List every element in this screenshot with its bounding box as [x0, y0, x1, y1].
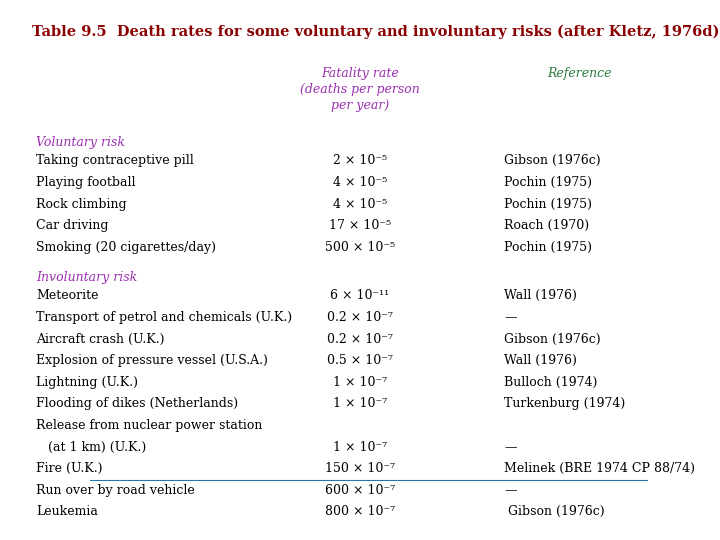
Text: 4 × 10⁻⁵: 4 × 10⁻⁵ — [333, 176, 387, 189]
Text: 1 × 10⁻⁷: 1 × 10⁻⁷ — [333, 441, 387, 454]
Text: 17 × 10⁻⁵: 17 × 10⁻⁵ — [329, 219, 391, 232]
Text: Car driving: Car driving — [36, 219, 109, 232]
Text: Run over by road vehicle: Run over by road vehicle — [36, 484, 194, 497]
Text: Gibson (1976c): Gibson (1976c) — [504, 505, 605, 518]
Text: Pochin (1975): Pochin (1975) — [504, 241, 592, 254]
Text: 2 × 10⁻⁵: 2 × 10⁻⁵ — [333, 154, 387, 167]
Text: Aircraft crash (U.K.): Aircraft crash (U.K.) — [36, 333, 164, 346]
Text: Fire (U.K.): Fire (U.K.) — [36, 462, 102, 475]
Text: 6 × 10⁻¹¹: 6 × 10⁻¹¹ — [330, 289, 390, 302]
Text: 1 × 10⁻⁷: 1 × 10⁻⁷ — [333, 397, 387, 410]
Text: Rock climbing: Rock climbing — [36, 198, 127, 211]
Text: —: — — [504, 484, 516, 497]
Text: Smoking (20 cigarettes/day): Smoking (20 cigarettes/day) — [36, 241, 216, 254]
Text: Wall (1976): Wall (1976) — [504, 354, 577, 367]
Text: 0.2 × 10⁻⁷: 0.2 × 10⁻⁷ — [327, 333, 393, 346]
Text: Taking contraceptive pill: Taking contraceptive pill — [36, 154, 194, 167]
Text: Pochin (1975): Pochin (1975) — [504, 176, 592, 189]
Text: 500 × 10⁻⁵: 500 × 10⁻⁵ — [325, 241, 395, 254]
Text: Turkenburg (1974): Turkenburg (1974) — [504, 397, 625, 410]
Text: Table 9.5  Death rates for some voluntary and involuntary risks (after Kletz, 19: Table 9.5 Death rates for some voluntary… — [32, 24, 720, 39]
Text: Lightning (U.K.): Lightning (U.K.) — [36, 376, 138, 389]
Text: Fatality rate
(deaths per person
per year): Fatality rate (deaths per person per yea… — [300, 68, 420, 112]
Text: 150 × 10⁻⁷: 150 × 10⁻⁷ — [325, 462, 395, 475]
Text: —: — — [504, 441, 516, 454]
Text: Wall (1976): Wall (1976) — [504, 289, 577, 302]
Text: Reference: Reference — [547, 68, 612, 80]
Text: 800 × 10⁻⁷: 800 × 10⁻⁷ — [325, 505, 395, 518]
Text: Gibson (1976c): Gibson (1976c) — [504, 154, 600, 167]
Text: Explosion of pressure vessel (U.S.A.): Explosion of pressure vessel (U.S.A.) — [36, 354, 268, 367]
Text: Leukemia: Leukemia — [36, 505, 98, 518]
Text: Pochin (1975): Pochin (1975) — [504, 198, 592, 211]
Text: Bulloch (1974): Bulloch (1974) — [504, 376, 598, 389]
Text: 4 × 10⁻⁵: 4 × 10⁻⁵ — [333, 198, 387, 211]
Text: 1 × 10⁻⁷: 1 × 10⁻⁷ — [333, 376, 387, 389]
Text: Flooding of dikes (Netherlands): Flooding of dikes (Netherlands) — [36, 397, 238, 410]
Text: (at 1 km) (U.K.): (at 1 km) (U.K.) — [36, 441, 146, 454]
Text: Melinek (BRE 1974 CP 88/74): Melinek (BRE 1974 CP 88/74) — [504, 462, 695, 475]
Text: Playing football: Playing football — [36, 176, 135, 189]
Text: Meteorite: Meteorite — [36, 289, 99, 302]
Text: Voluntary risk: Voluntary risk — [36, 136, 125, 149]
Text: 0.5 × 10⁻⁷: 0.5 × 10⁻⁷ — [327, 354, 393, 367]
Text: 0.2 × 10⁻⁷: 0.2 × 10⁻⁷ — [327, 311, 393, 324]
Text: Gibson (1976c): Gibson (1976c) — [504, 333, 600, 346]
Text: Involuntary risk: Involuntary risk — [36, 271, 138, 284]
Text: —: — — [504, 311, 516, 324]
Text: Transport of petrol and chemicals (U.K.): Transport of petrol and chemicals (U.K.) — [36, 311, 292, 324]
Text: 600 × 10⁻⁷: 600 × 10⁻⁷ — [325, 484, 395, 497]
Text: Release from nuclear power station: Release from nuclear power station — [36, 419, 262, 432]
Text: Roach (1970): Roach (1970) — [504, 219, 589, 232]
